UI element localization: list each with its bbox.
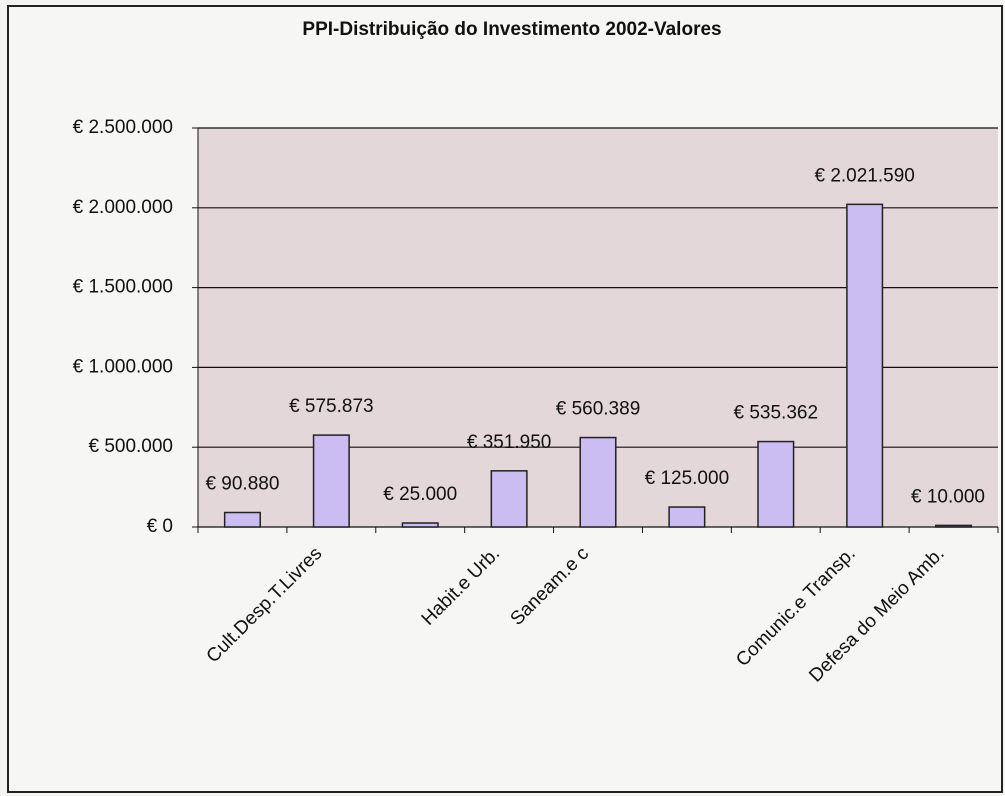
bar (401, 522, 439, 528)
y-tick-label: € 0 (147, 516, 173, 537)
bar (668, 506, 706, 528)
y-tick-label: € 1.500.000 (73, 277, 173, 298)
data-label: € 575.873 (289, 396, 374, 417)
y-tick-label: € 500.000 (88, 436, 173, 457)
chart-title: PPI-Distribuição do Investimento 2002-Va… (302, 19, 721, 40)
y-tick-label: € 2.500.000 (73, 117, 173, 138)
data-label: € 90.880 (205, 474, 279, 495)
data-label: € 535.362 (734, 403, 819, 424)
bar (935, 524, 973, 528)
bar (757, 440, 795, 528)
data-label: € 25.000 (383, 484, 457, 505)
bar (312, 434, 350, 528)
data-label: € 351.950 (467, 432, 552, 453)
y-tick-label: € 2.000.000 (73, 197, 173, 218)
data-label: € 560.389 (556, 399, 641, 420)
data-label: € 125.000 (645, 468, 730, 489)
bar (223, 511, 261, 528)
data-label: € 10.000 (911, 486, 985, 507)
data-label: € 2.021.590 (814, 165, 914, 186)
bar (846, 203, 884, 528)
bar (579, 436, 617, 528)
y-tick-label: € 1.000.000 (73, 356, 173, 377)
bar (490, 470, 528, 528)
